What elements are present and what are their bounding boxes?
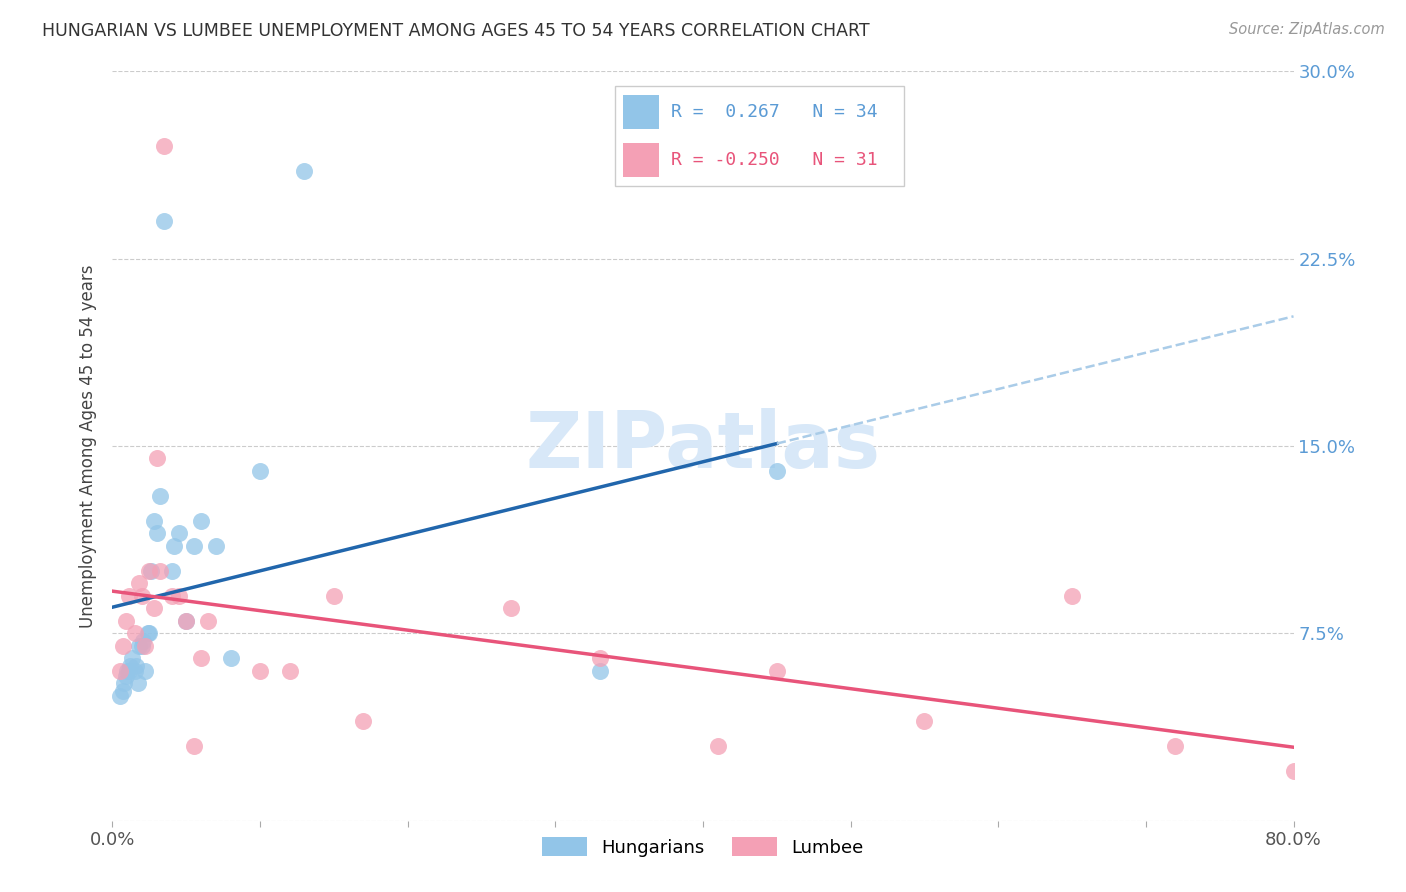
Point [111,639,134,653]
Point [108,689,131,703]
Point [501,601,523,615]
Point [114,614,136,628]
Point [118,589,141,603]
Point [1164,739,1187,753]
Point [219,651,242,665]
Text: Source: ZipAtlas.com: Source: ZipAtlas.com [1229,22,1385,37]
Bar [623,95,659,128]
Point [124,664,146,678]
Point [120,658,142,673]
Point [112,676,135,690]
Point [706,739,728,753]
Point [146,526,169,541]
Point [292,164,315,178]
Point [128,639,150,653]
Point [138,564,160,578]
Point [117,664,138,678]
Point [183,739,205,753]
Text: R =  0.267   N = 34: R = 0.267 N = 34 [671,103,877,121]
Point [766,464,789,478]
Point [114,669,136,683]
Point [588,651,610,665]
Point [174,614,197,628]
Point [1282,764,1305,778]
Legend: Hungarians, Lumbee: Hungarians, Lumbee [534,830,872,864]
Point [183,539,205,553]
Point [127,676,149,690]
Point [149,564,172,578]
Point [197,614,219,628]
Point [766,664,789,678]
Point [132,633,155,648]
Point [174,614,197,628]
FancyBboxPatch shape [614,86,904,186]
Point [142,601,165,615]
Point [249,464,271,478]
Text: HUNGARIAN VS LUMBEE UNEMPLOYMENT AMONG AGES 45 TO 54 YEARS CORRELATION CHART: HUNGARIAN VS LUMBEE UNEMPLOYMENT AMONG A… [42,22,870,40]
Point [914,714,936,728]
Point [134,639,156,653]
Point [278,664,301,678]
Point [139,564,162,578]
Point [153,214,176,228]
Point [125,658,148,673]
Point [121,651,143,665]
Point [149,489,172,503]
Point [160,564,183,578]
Point [205,539,228,553]
Point [146,451,169,466]
Bar [623,144,659,177]
Point [111,683,134,698]
Point [153,139,176,153]
Point [108,664,131,678]
Point [167,526,190,541]
Text: R = -0.250   N = 31: R = -0.250 N = 31 [671,151,877,169]
Point [323,589,346,603]
Point [134,664,156,678]
Point [138,626,160,640]
Point [190,514,212,528]
Y-axis label: Unemployment Among Ages 45 to 54 years: Unemployment Among Ages 45 to 54 years [79,264,97,628]
Point [128,576,150,591]
Point [160,589,183,603]
Point [249,664,271,678]
Point [588,664,610,678]
Point [142,514,165,528]
Point [163,539,186,553]
Point [136,626,159,640]
Point [124,626,146,640]
Point [167,589,190,603]
Point [352,714,374,728]
Point [1062,589,1084,603]
Point [131,639,153,653]
Point [118,664,141,678]
Point [131,589,153,603]
Text: ZIPatlas: ZIPatlas [526,408,880,484]
Point [190,651,212,665]
